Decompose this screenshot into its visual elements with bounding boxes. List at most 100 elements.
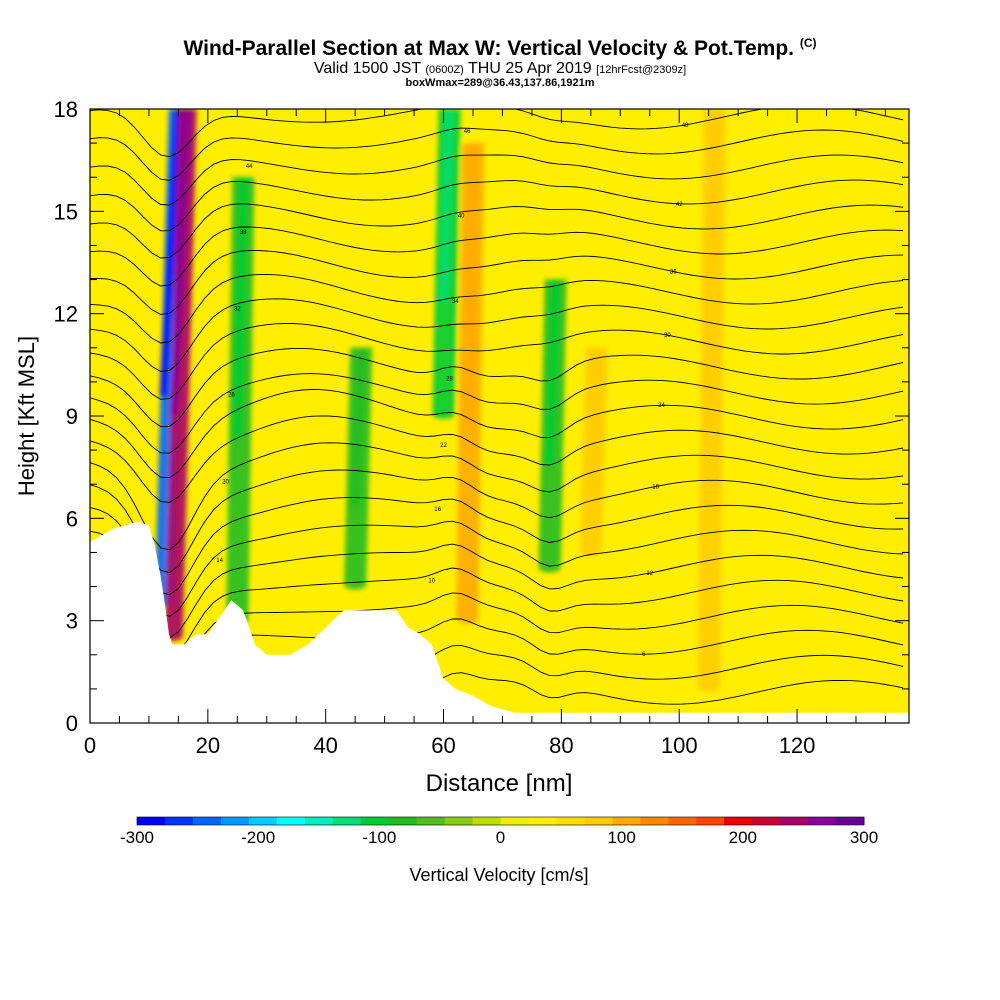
isentrope-38: [90, 226, 904, 287]
colorbar-segment: [640, 817, 669, 825]
y-tick-label: 15: [54, 199, 78, 224]
colorbar-tick-label: 300: [850, 828, 878, 847]
isentrope-label: 48: [682, 123, 689, 129]
colorbar-segment: [192, 817, 222, 825]
isentrope-26: [90, 373, 904, 454]
updraft-1: [164, 109, 197, 641]
colorbar-tick-label: 0: [496, 828, 505, 847]
colorbar-tick-label: -300: [120, 828, 154, 847]
isentrope-10: [90, 567, 904, 660]
forecast-info: [12hrFcst@2309z]: [596, 64, 687, 76]
x-tick-label: 20: [196, 733, 220, 758]
isentrope-label: 32: [234, 306, 241, 312]
isentrope-label: 30: [664, 333, 671, 339]
colorbar-tick-label: -100: [362, 828, 396, 847]
box-info: boxWmax=289@36.43,137.86,1921m: [405, 77, 595, 89]
colorbar-segment: [724, 817, 753, 825]
y-tick-label: 18: [54, 97, 78, 122]
colorbar-segment: [248, 817, 278, 825]
isentrope-42: [90, 179, 904, 232]
colorbar-segment: [528, 817, 557, 825]
updraft-core-8: [703, 109, 720, 439]
colorbar-segment: [836, 817, 865, 825]
y-tick-label: 12: [54, 302, 78, 327]
colorbar-segment: [556, 817, 585, 825]
isentrope-label: 24: [658, 403, 665, 409]
isentrope-label: 16: [434, 507, 441, 513]
colorbar-segment: [332, 817, 362, 825]
isentrope-label: 20: [222, 480, 229, 486]
downdraft-core-2: [232, 177, 249, 439]
x-tick-label: 100: [661, 733, 698, 758]
downdraft-core-6: [544, 279, 561, 465]
colorbar-label: Vertical Velocity [cm/s]: [409, 865, 588, 885]
isentrope-22: [90, 415, 904, 503]
colorbar-segment: [780, 817, 809, 825]
colorbar-segment: [304, 817, 334, 825]
isentrope-label: 42: [676, 202, 683, 208]
updraft-core-5: [462, 143, 479, 422]
colorbar-tick-label: -200: [241, 828, 275, 847]
colorbar-segment: [612, 817, 641, 825]
x-axis-label: Distance [nm]: [426, 770, 573, 797]
valid-utc: (0600Z): [425, 64, 464, 76]
terrain: [90, 521, 909, 723]
x-tick-label: 120: [779, 733, 816, 758]
colorbar-tick-label: 100: [607, 828, 635, 847]
isentrope-label: 38: [240, 230, 247, 236]
isentrope-34: [90, 274, 904, 344]
isentrope-32: [90, 298, 904, 372]
isentrope-label: 36: [670, 270, 677, 276]
isentrope-14: [90, 520, 904, 617]
y-tick-label: 9: [66, 404, 78, 429]
isentrope-label: 46: [464, 129, 471, 135]
y-tick-label: 6: [66, 506, 78, 531]
colorbar-segment: [584, 817, 613, 825]
y-tick-label: 0: [66, 711, 78, 736]
colorbar-segment: [808, 817, 837, 825]
isentrope-label: 12: [646, 571, 653, 577]
isentrope-label: 28: [446, 376, 453, 382]
colorbar-segment: [416, 817, 446, 825]
colorbar-segment: [752, 817, 781, 825]
title-unit: (C): [799, 36, 817, 50]
colorbar-segment: [500, 817, 529, 825]
colorbar-segment: [472, 817, 501, 825]
isentrope-36: [90, 250, 904, 315]
isentrope-16: [90, 497, 904, 596]
y-axis-label: Height [Kft MSL]: [14, 336, 39, 496]
isentrope-label: 34: [452, 299, 459, 305]
isentrope-label: 22: [440, 443, 447, 449]
isentrope-label: 6: [642, 652, 646, 658]
isentrope-44: [90, 154, 904, 206]
velocity-field: [154, 109, 726, 692]
colorbar-segment: [668, 817, 697, 825]
isentrope-label: 10: [428, 579, 435, 585]
colorbar-frame: [136, 816, 865, 826]
chart-subtitle: Valid 1500 JST (0600Z) THU 25 Apr 2019 […: [313, 60, 687, 77]
colorbar-segment: [164, 817, 194, 825]
isentrope-20: [90, 442, 904, 551]
isentrope-label: 26: [228, 393, 235, 399]
isentrope-48: [90, 109, 904, 158]
y-tick-label: 3: [66, 609, 78, 634]
isentrope-30: [90, 323, 904, 400]
colorbar-tick-label: 200: [729, 828, 757, 847]
colorbar-segment: [388, 817, 418, 825]
isentrope-label: 14: [216, 558, 223, 564]
colorbar-segment: [444, 817, 474, 825]
colorbar-segment: [360, 817, 390, 825]
downdraft-core-0: [159, 109, 182, 397]
isentrope-24: [90, 389, 904, 479]
x-tick-label: 60: [431, 733, 455, 758]
colorbar-segment: [220, 817, 250, 825]
x-tick-label: 0: [84, 733, 96, 758]
isentrope-label: 44: [246, 164, 253, 170]
isentrope-28: [90, 347, 904, 428]
field-layer: [154, 109, 726, 692]
x-tick-label: 80: [549, 733, 573, 758]
isentrope-label: 18: [652, 484, 659, 490]
downdraft-core-3: [350, 347, 367, 508]
